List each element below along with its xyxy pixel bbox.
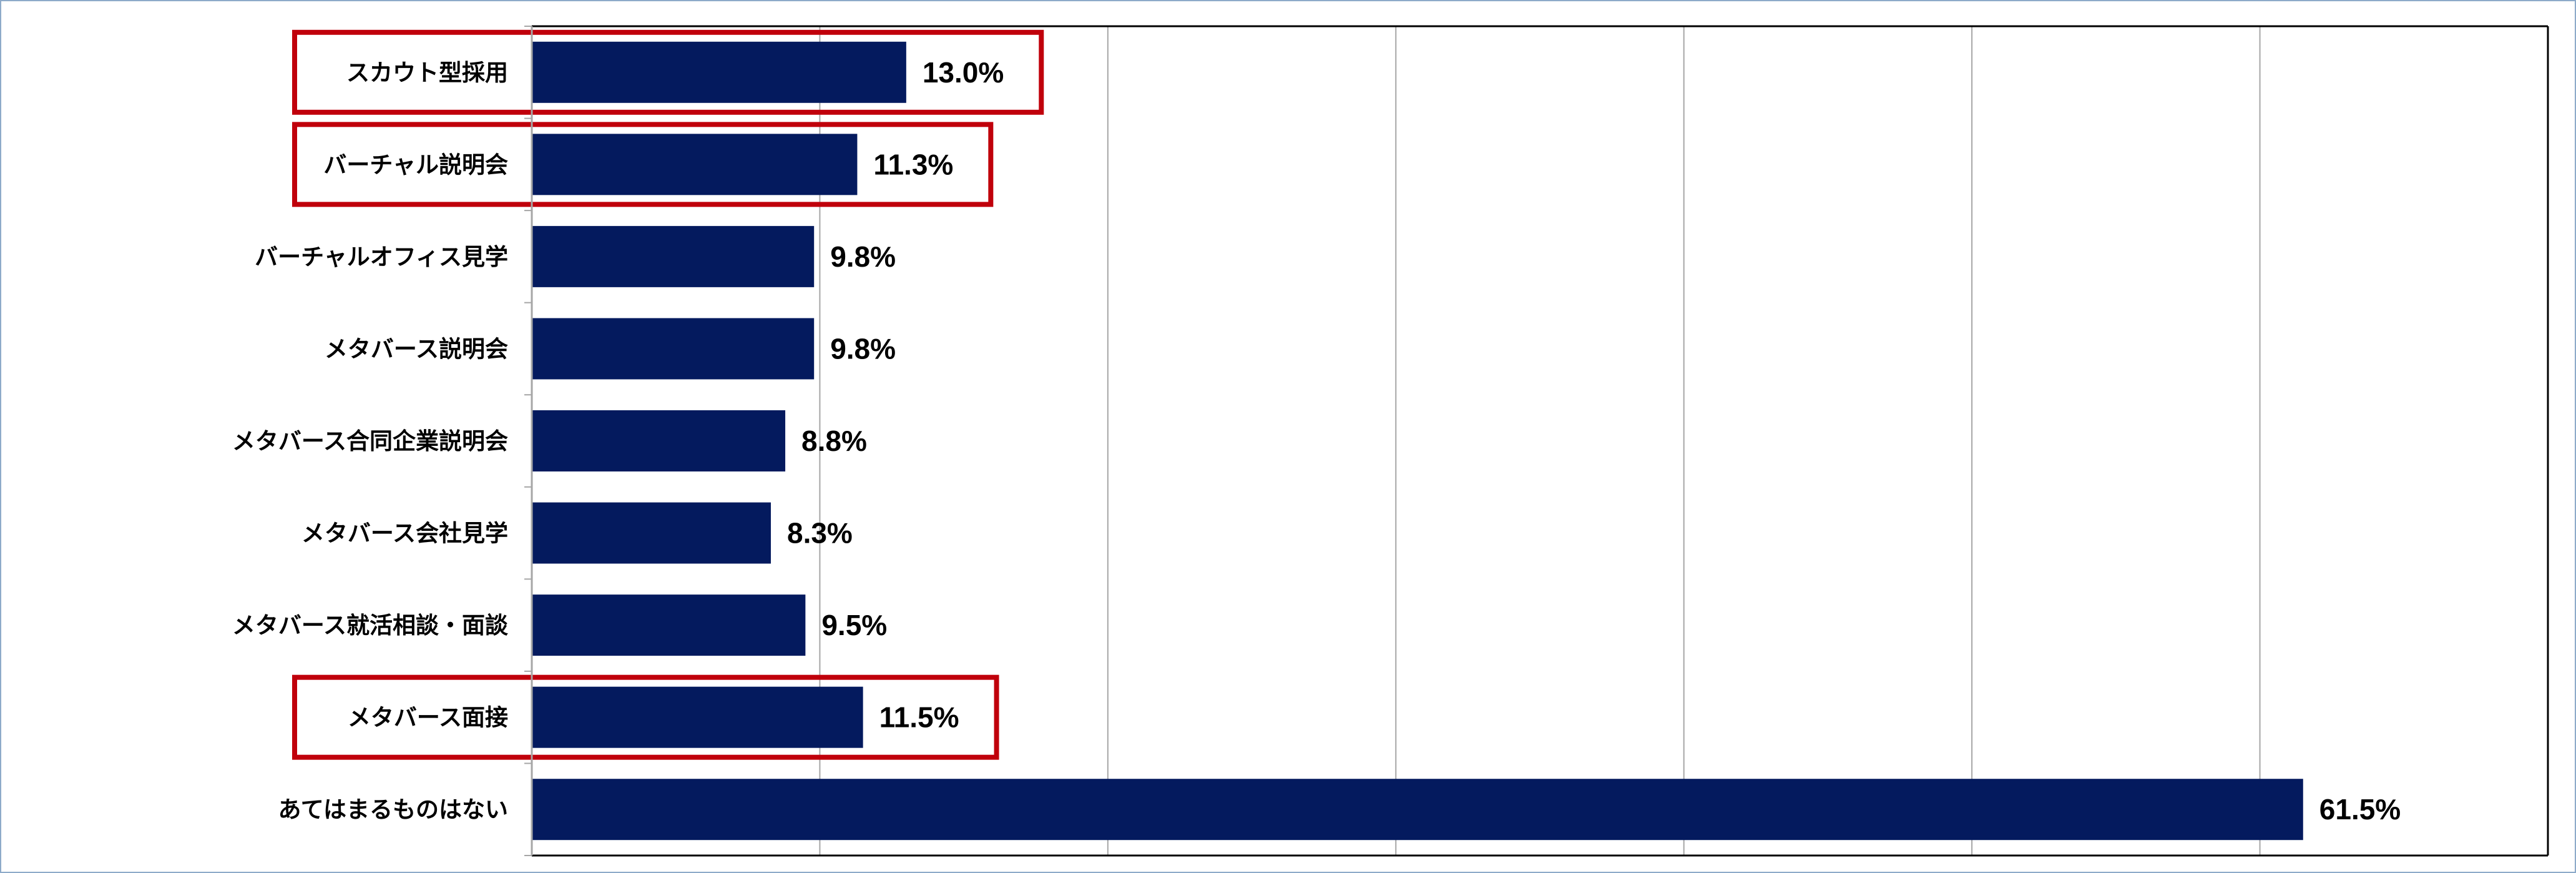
bar-4 [532, 410, 786, 471]
category-label-1: バーチャル説明会 [323, 151, 508, 178]
gridlines [819, 26, 2261, 856]
category-label-6: メタバース就活相談・面談 [232, 612, 508, 639]
value-label-0: 13.0% [923, 56, 1004, 89]
bars [532, 41, 2303, 841]
bar-3 [532, 318, 815, 380]
value-label-7: 11.5% [879, 701, 959, 734]
value-label-6: 9.5% [821, 609, 887, 641]
highlight-box-1 [292, 122, 994, 207]
bar-2 [532, 225, 815, 287]
category-label-2: バーチャルオフィス見学 [255, 244, 508, 270]
highlight-box-0 [292, 29, 1044, 115]
category-label-4: メタバース合同企業説明会 [232, 428, 508, 455]
axes [524, 25, 2549, 857]
bar-1 [532, 134, 858, 195]
value-label-2: 9.8% [830, 240, 896, 273]
category-label-3: メタバース説明会 [325, 335, 508, 362]
value-label-1: 11.3% [873, 148, 953, 180]
category-label-5: メタバース会社見学 [301, 520, 508, 547]
bar-5 [532, 502, 771, 564]
category-label-0: スカウト型採用 [346, 59, 508, 86]
labels: 13.0% スカウト型採用 11.3% バーチャル説明会 9.8% バーチャルオフィス見学… [232, 56, 2401, 826]
bar-6 [532, 594, 806, 656]
bar-0 [532, 41, 906, 103]
bar-8 [532, 779, 2303, 841]
bar-7 [532, 686, 863, 748]
highlight-boxes [292, 29, 1044, 760]
value-label-3: 9.8% [830, 332, 896, 365]
value-label-8: 61.5% [2319, 793, 2401, 826]
category-label-8: あてはまるものはない [278, 796, 508, 823]
value-label-4: 8.8% [801, 425, 867, 457]
value-label-5: 8.3% [787, 517, 853, 550]
highlight-box-7 [292, 674, 999, 760]
category-label-7: メタバース面接 [348, 704, 508, 731]
